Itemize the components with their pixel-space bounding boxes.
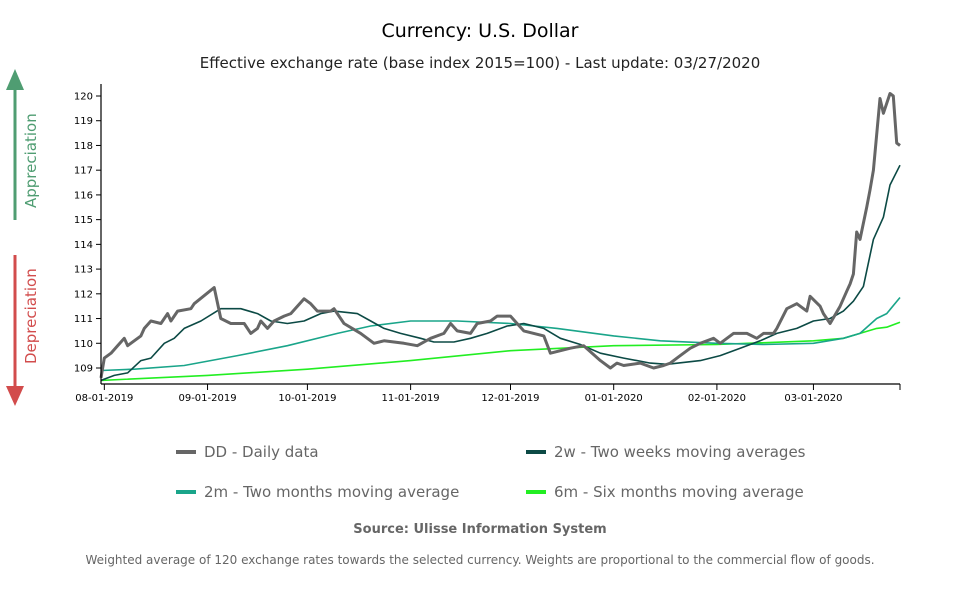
y-tick-label: 111 [74, 314, 93, 325]
y-tick-label: 120 [74, 92, 93, 103]
y-tick-label: 110 [74, 339, 93, 350]
footnote-text: Weighted average of 120 exchange rates t… [85, 553, 875, 567]
source-text: Source: Ulisse Information System [353, 522, 607, 537]
legend-item-6m[interactable]: 6m - Six months moving average [526, 483, 804, 501]
legend-item-dd[interactable]: DD - Daily data [176, 443, 319, 461]
x-tick-label: 01-01-2020 [585, 393, 643, 404]
series-line-dd [99, 92, 901, 379]
y-tick-label: 114 [74, 240, 93, 251]
y-tick-label: 119 [74, 116, 93, 127]
legend-swatch [176, 450, 196, 454]
x-tick-label: 10-01-2019 [278, 393, 336, 404]
legend-swatch [526, 490, 546, 494]
legend-label: 6m - Six months moving average [554, 483, 804, 501]
y-tick-label: 112 [74, 289, 93, 300]
series-lines [99, 92, 901, 382]
appreciation-label: Appreciation [22, 113, 40, 208]
series-line-2w [100, 164, 901, 382]
legend-label: DD - Daily data [204, 443, 319, 461]
arrow-down-icon [6, 386, 24, 406]
arrow-up-icon [6, 69, 24, 90]
chart-title: Currency: U.S. Dollar [381, 20, 579, 42]
y-tick-label: 116 [74, 190, 93, 201]
x-tick-label: 03-01-2020 [784, 393, 842, 404]
x-tick-label: 08-01-2019 [75, 393, 133, 404]
y-tick-label: 113 [74, 265, 93, 276]
series-line-6m [100, 321, 901, 382]
y-tick-label: 115 [74, 215, 93, 226]
legend-item-2w[interactable]: 2w - Two weeks moving averages [526, 443, 806, 461]
legend-swatch [526, 450, 546, 454]
legend-swatch [176, 490, 196, 494]
axes: 109 110 111 112 113 114 115 116 117 118 119 120 08-0… [74, 84, 901, 404]
legend-label: 2w - Two weeks moving averages [554, 443, 806, 461]
y-tick-label: 109 [74, 364, 93, 375]
chart-subtitle: Effective exchange rate (base index 2015… [199, 54, 761, 72]
x-tick-label: 09-01-2019 [178, 393, 236, 404]
x-tick-label: 11-01-2019 [382, 393, 440, 404]
y-tick-label: 117 [74, 166, 93, 177]
legend-item-2m[interactable]: 2m - Two months moving average [176, 483, 459, 501]
depreciation-label: Depreciation [22, 268, 40, 364]
y-tick-label: 118 [74, 141, 93, 152]
x-tick-label: 12-01-2019 [481, 393, 539, 404]
direction-arrows [6, 69, 24, 406]
x-tick-label: 02-01-2020 [688, 393, 746, 404]
series-line-2m [100, 296, 901, 372]
legend-label: 2m - Two months moving average [204, 483, 460, 501]
